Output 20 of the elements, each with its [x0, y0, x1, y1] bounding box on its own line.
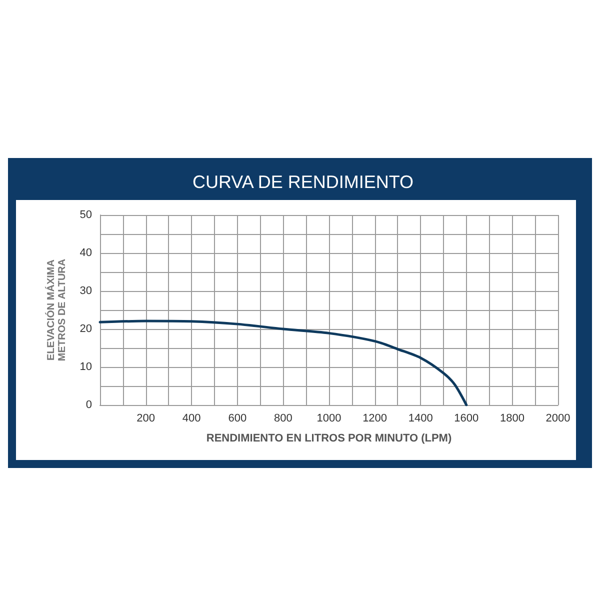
x-tick-label: 1400 [408, 412, 433, 424]
x-tick-label: 1000 [316, 412, 342, 424]
x-tick-label: 2000 [546, 412, 570, 424]
chart-title: CURVA DE RENDIMIENTO [192, 172, 414, 192]
y-axis-title: ELEVACIÓN MÁXIMA METROS DE ALTURA [45, 258, 68, 362]
y-tick-label: 50 [80, 209, 92, 221]
x-tick-label: 400 [182, 412, 201, 424]
line-series [98, 320, 468, 406]
x-tick-label: 200 [136, 412, 155, 424]
y-tick-label: 0 [86, 399, 92, 411]
y-tick-label: 40 [80, 247, 92, 259]
x-tick-label: 800 [274, 412, 292, 424]
x-tick-label: 1600 [454, 412, 479, 424]
y-tick-label: 30 [80, 285, 92, 297]
y-tick-label: 10 [80, 361, 92, 373]
x-tick-label: 600 [228, 412, 247, 424]
x-tick-label: 1800 [500, 412, 524, 424]
y-tick-label: 20 [80, 323, 92, 335]
x-axis-title: RENDIMIENTO EN LITROS POR MINUTO (LPM) [206, 432, 452, 444]
x-tick-label: 1200 [362, 412, 388, 424]
